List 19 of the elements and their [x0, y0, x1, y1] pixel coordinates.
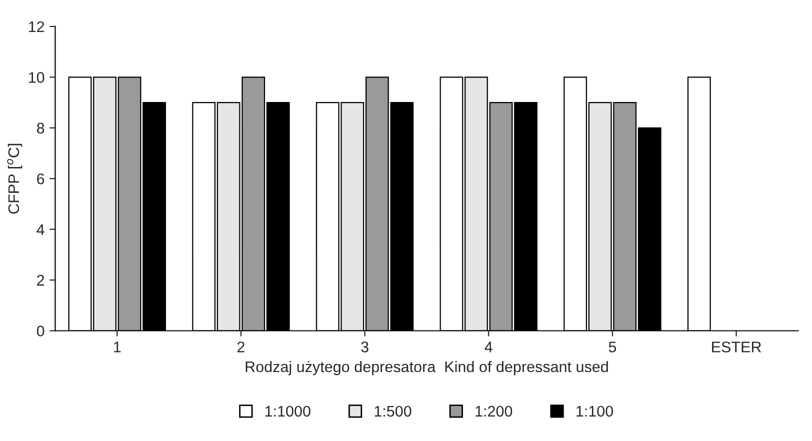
- y-tick-label: 6: [37, 173, 44, 184]
- x-axis-title: Rodzaj użytego depresatora Kind of depressant used: [246, 360, 608, 376]
- y-tick-label: 12: [28, 21, 44, 32]
- y-axis-title: CFPP [$^{o}$C]: [7, 144, 22, 214]
- legend-label: 1:500: [374, 406, 412, 417]
- y-tick-label: 0: [36, 326, 44, 336]
- x-tick-label: 5: [608, 342, 616, 352]
- x-tick-label: 4: [484, 342, 492, 352]
- y-tick-label: 10: [28, 72, 44, 83]
- x-tick-label: 2: [237, 342, 244, 352]
- y-tick-label: 4: [36, 224, 44, 235]
- legend-label: 1:1000: [265, 406, 310, 417]
- y-tick-label: 8: [36, 122, 44, 134]
- x-tick-label: 3: [361, 342, 368, 352]
- x-tick-label: 1: [114, 342, 121, 352]
- legend-label: 1:100: [576, 406, 613, 417]
- legend-label: 1:200: [476, 406, 512, 417]
- y-tick-label: 2: [37, 274, 44, 286]
- x-tick-label: ESTER: [712, 342, 762, 352]
